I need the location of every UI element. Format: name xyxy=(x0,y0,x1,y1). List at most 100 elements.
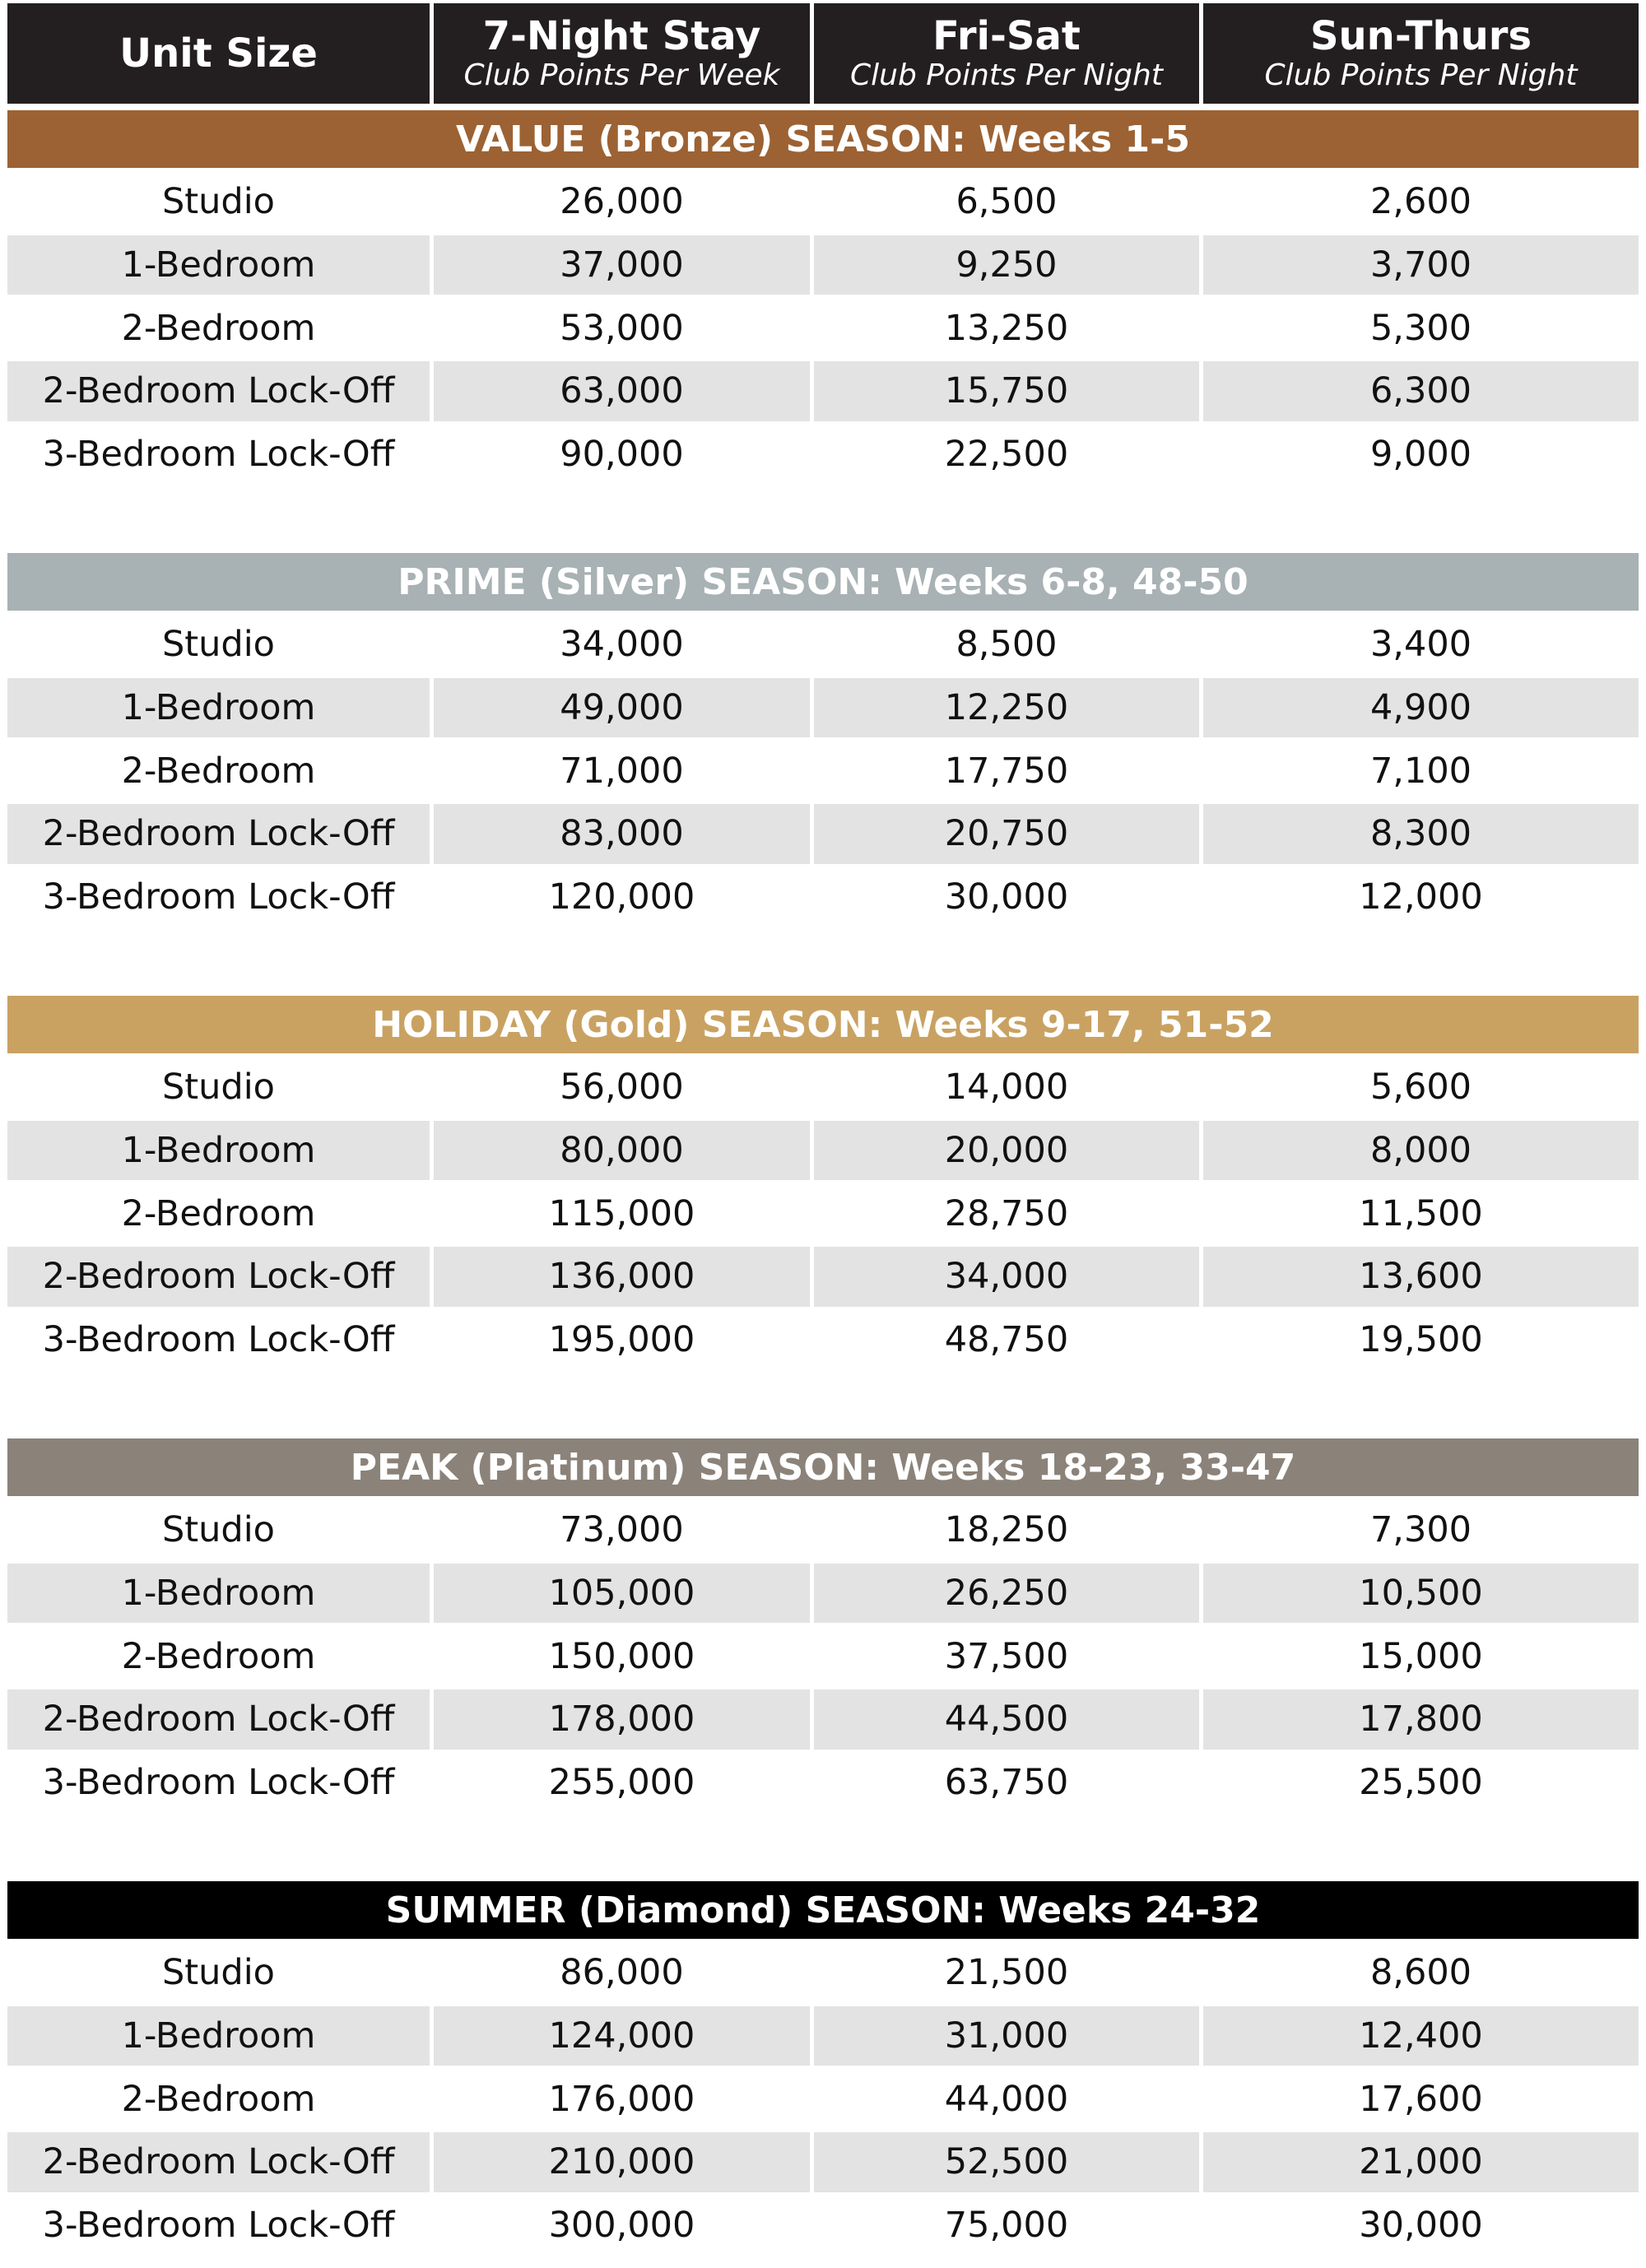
points-value: 210,000 xyxy=(434,2132,810,2192)
points-value: 7,300 xyxy=(1203,1500,1639,1560)
points-value: 28,750 xyxy=(814,1183,1199,1244)
unit-size: Studio xyxy=(7,1943,430,2003)
unit-size: 1-Bedroom xyxy=(7,2005,430,2066)
points-value: 17,800 xyxy=(1203,1689,1639,1750)
points-value: 136,000 xyxy=(434,1247,810,1307)
header-cell: Sun-Thurs Club Points Per Night xyxy=(1203,3,1639,104)
points-value: 30,000 xyxy=(814,867,1199,927)
unit-size: 2-Bedroom xyxy=(7,298,430,359)
points-value: 17,600 xyxy=(1203,2069,1639,2130)
unit-size: 2-Bedroom xyxy=(7,2069,430,2130)
points-value: 255,000 xyxy=(434,1752,810,1813)
points-value: 26,000 xyxy=(434,172,810,232)
points-value: 18,250 xyxy=(814,1500,1199,1560)
points-value: 176,000 xyxy=(434,2069,810,2130)
unit-size: 2-Bedroom Lock-Off xyxy=(7,804,430,864)
points-value: 12,400 xyxy=(1203,2005,1639,2066)
section-title: VALUE (Bronze) SEASON: Weeks 1-5 xyxy=(7,110,1639,168)
section-title: PEAK (Platinum) SEASON: Weeks 18-23, 33-… xyxy=(7,1438,1639,1496)
points-value: 31,000 xyxy=(814,2005,1199,2066)
points-value: 49,000 xyxy=(434,677,810,738)
points-value: 20,000 xyxy=(814,1120,1199,1181)
points-value: 37,000 xyxy=(434,235,810,295)
points-value: 5,600 xyxy=(1203,1057,1639,1118)
points-value: 21,500 xyxy=(814,1943,1199,2003)
points-value: 9,000 xyxy=(1203,424,1639,485)
unit-size: 1-Bedroom xyxy=(7,1563,430,1624)
points-value: 34,000 xyxy=(434,615,810,675)
points-value: 17,750 xyxy=(814,741,1199,802)
points-value: 3,700 xyxy=(1203,235,1639,295)
points-value: 22,500 xyxy=(814,424,1199,485)
points-value: 9,250 xyxy=(814,235,1199,295)
points-value: 12,250 xyxy=(814,677,1199,738)
points-value: 44,500 xyxy=(814,1689,1199,1750)
points-value: 56,000 xyxy=(434,1057,810,1118)
points-value: 21,000 xyxy=(1203,2132,1639,2192)
points-value: 26,250 xyxy=(814,1563,1199,1624)
points-value: 11,500 xyxy=(1203,1183,1639,1244)
points-value: 120,000 xyxy=(434,867,810,927)
points-value: 73,000 xyxy=(434,1500,810,1560)
header-cell: Fri-Sat Club Points Per Night xyxy=(814,3,1199,104)
points-value: 3,400 xyxy=(1203,615,1639,675)
points-value: 44,000 xyxy=(814,2069,1199,2130)
header-subtitle: Club Points Per Week xyxy=(463,58,780,92)
points-value: 8,600 xyxy=(1203,1943,1639,2003)
points-value: 105,000 xyxy=(434,1563,810,1624)
points-value: 34,000 xyxy=(814,1247,1199,1307)
points-value: 12,000 xyxy=(1203,867,1639,927)
unit-size: Studio xyxy=(7,172,430,232)
points-value: 25,500 xyxy=(1203,1752,1639,1813)
section-title: PRIME (Silver) SEASON: Weeks 6-8, 48-50 xyxy=(7,553,1639,611)
points-value: 13,600 xyxy=(1203,1247,1639,1307)
unit-size: 3-Bedroom Lock-Off xyxy=(7,1309,430,1370)
unit-size: 1-Bedroom xyxy=(7,235,430,295)
points-value: 52,500 xyxy=(814,2132,1199,2192)
points-value: 20,750 xyxy=(814,804,1199,864)
points-value: 5,300 xyxy=(1203,298,1639,359)
unit-size: 1-Bedroom xyxy=(7,677,430,738)
points-value: 8,300 xyxy=(1203,804,1639,864)
points-value: 124,000 xyxy=(434,2005,810,2066)
points-value: 6,300 xyxy=(1203,361,1639,421)
unit-size: 2-Bedroom xyxy=(7,1183,430,1244)
unit-size: 2-Bedroom Lock-Off xyxy=(7,1247,430,1307)
points-value: 150,000 xyxy=(434,1626,810,1687)
points-value: 14,000 xyxy=(814,1057,1199,1118)
points-value: 80,000 xyxy=(434,1120,810,1181)
points-value: 15,000 xyxy=(1203,1626,1639,1687)
header-title: Unit Size xyxy=(119,30,318,77)
header-cell: 7-Night Stay Club Points Per Week xyxy=(434,3,810,104)
points-value: 6,500 xyxy=(814,172,1199,232)
unit-size: Studio xyxy=(7,615,430,675)
unit-size: 2-Bedroom xyxy=(7,1626,430,1687)
points-value: 13,250 xyxy=(814,298,1199,359)
points-value: 15,750 xyxy=(814,361,1199,421)
header-cell: Unit Size xyxy=(7,3,430,104)
points-value: 4,900 xyxy=(1203,677,1639,738)
header-title: Fri-Sat xyxy=(932,13,1081,59)
points-value: 2,600 xyxy=(1203,172,1639,232)
points-value: 63,000 xyxy=(434,361,810,421)
points-value: 8,500 xyxy=(814,615,1199,675)
points-value: 195,000 xyxy=(434,1309,810,1370)
unit-size: Studio xyxy=(7,1500,430,1560)
points-value: 48,750 xyxy=(814,1309,1199,1370)
points-value: 86,000 xyxy=(434,1943,810,2003)
points-value: 115,000 xyxy=(434,1183,810,1244)
unit-size: 2-Bedroom xyxy=(7,741,430,802)
points-value: 83,000 xyxy=(434,804,810,864)
points-value: 37,500 xyxy=(814,1626,1199,1687)
header-title: 7-Night Stay xyxy=(482,13,761,59)
unit-size: Studio xyxy=(7,1057,430,1118)
points-value: 178,000 xyxy=(434,1689,810,1750)
points-value: 8,000 xyxy=(1203,1120,1639,1181)
unit-size: 3-Bedroom Lock-Off xyxy=(7,1752,430,1813)
header-title: Sun-Thurs xyxy=(1309,13,1532,59)
points-value: 75,000 xyxy=(814,2195,1199,2256)
section-title: SUMMER (Diamond) SEASON: Weeks 24-32 xyxy=(7,1881,1639,1939)
points-value: 19,500 xyxy=(1203,1309,1639,1370)
unit-size: 2-Bedroom Lock-Off xyxy=(7,2132,430,2192)
